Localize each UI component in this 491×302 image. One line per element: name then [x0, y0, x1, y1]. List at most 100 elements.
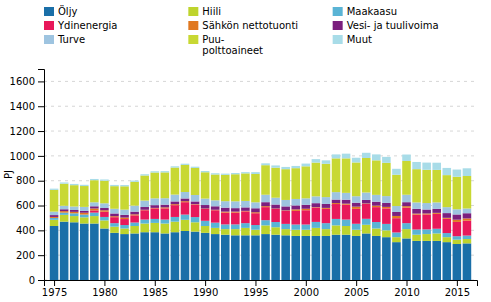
- bar: [161, 224, 170, 234]
- bar: [181, 164, 190, 165]
- bar: [443, 237, 452, 242]
- bar: [50, 190, 59, 212]
- bar: [392, 242, 401, 280]
- bar: [90, 179, 99, 180]
- bar: [362, 204, 371, 219]
- bar: [161, 208, 170, 219]
- bar: [302, 166, 311, 198]
- bar: [150, 198, 159, 205]
- bar: [90, 209, 99, 211]
- bar: [312, 236, 321, 280]
- bar: [90, 210, 99, 212]
- bar: [90, 206, 99, 208]
- bar: [130, 226, 139, 233]
- bar: [110, 186, 119, 209]
- bar: [362, 225, 371, 234]
- bar: [372, 206, 381, 207]
- bar: [211, 175, 220, 201]
- bar: [201, 233, 210, 280]
- bar: [302, 236, 311, 280]
- bar: [463, 209, 472, 214]
- bar: [150, 205, 159, 208]
- bar: [392, 232, 401, 237]
- bar: [271, 165, 280, 167]
- axis-line: [45, 281, 478, 287]
- bar: [70, 212, 79, 213]
- bar: [120, 185, 129, 186]
- bar: [231, 208, 240, 211]
- bar: [90, 180, 99, 202]
- bar: [271, 222, 280, 227]
- bar: [342, 226, 351, 235]
- bar: [140, 224, 149, 233]
- bar: [140, 174, 149, 175]
- bar: [231, 173, 240, 174]
- tick-mark: [104, 280, 105, 286]
- bar: [191, 201, 200, 204]
- bar: [130, 215, 139, 222]
- bar: [372, 160, 381, 195]
- legend-item: Vesi- ja tuulivoima: [333, 20, 439, 31]
- bar: [352, 196, 361, 202]
- legend-item: Ydinenergia: [44, 20, 117, 31]
- bar: [261, 220, 270, 225]
- bar: [332, 158, 341, 192]
- bar: [90, 224, 99, 280]
- grid-line: [44, 131, 477, 132]
- legend-label: Vesi- ja tuulivoima: [347, 20, 439, 31]
- tick-mark: [38, 230, 44, 231]
- bar: [221, 208, 230, 212]
- bar: [342, 205, 351, 220]
- tick-label: 1995: [243, 287, 268, 298]
- bar: [453, 177, 462, 210]
- bar: [432, 170, 441, 203]
- bar: [181, 215, 190, 220]
- series: [50, 158, 471, 212]
- tick-mark: [38, 81, 44, 82]
- bar: [231, 224, 240, 229]
- bar: [231, 174, 240, 201]
- tick-label: 2005: [344, 287, 369, 298]
- tick-mark: [306, 280, 307, 286]
- bar: [422, 210, 431, 214]
- grid-line: [44, 155, 477, 156]
- bar: [221, 235, 230, 280]
- bar: [120, 219, 129, 225]
- bar: [60, 184, 69, 206]
- tick-mark: [38, 280, 44, 281]
- tick-label: 800: [16, 175, 35, 186]
- bar: [362, 158, 371, 193]
- bar: [50, 215, 59, 217]
- tick-mark: [38, 206, 44, 207]
- bar: [251, 230, 260, 236]
- bar: [221, 224, 230, 229]
- bar: [60, 182, 69, 183]
- bar: [241, 223, 250, 228]
- tick-label: 1200: [10, 126, 35, 137]
- bar: [231, 201, 240, 208]
- bar: [50, 226, 59, 280]
- bar: [332, 204, 341, 219]
- legend-item: Sähkön nettotuonti: [188, 20, 298, 31]
- bar: [392, 206, 401, 212]
- bar: [60, 215, 69, 222]
- bar: [291, 209, 300, 210]
- bar: [161, 220, 170, 224]
- tick: 2000: [294, 280, 319, 298]
- legend-label: Ydinenergia: [57, 20, 117, 31]
- bar: [362, 233, 371, 280]
- bar: [453, 220, 462, 222]
- bar: [291, 211, 300, 225]
- bar: [291, 199, 300, 205]
- tick: 2015: [445, 280, 470, 298]
- tick: 0: [29, 275, 44, 286]
- bar: [70, 222, 79, 280]
- bar: [281, 167, 290, 169]
- bar: [302, 230, 311, 236]
- bar: [291, 230, 300, 236]
- legend-swatch: [44, 35, 54, 44]
- bar: [181, 165, 190, 192]
- bar: [191, 205, 200, 217]
- bar: [211, 234, 220, 280]
- bar: [80, 211, 89, 213]
